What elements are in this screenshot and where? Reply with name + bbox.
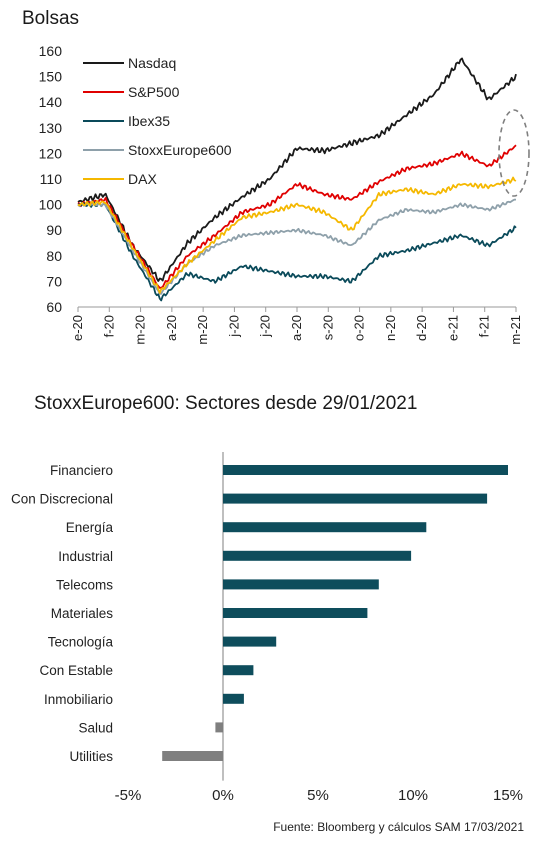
x-tick-label: 5% bbox=[307, 787, 329, 804]
bar bbox=[223, 608, 368, 618]
series-line-stoxxeurope600 bbox=[77, 198, 516, 295]
bar bbox=[223, 579, 379, 590]
category-label: Utilities bbox=[69, 749, 113, 764]
category-label: Inmobiliario bbox=[44, 692, 113, 707]
x-tick-label: m-21 bbox=[508, 315, 523, 345]
bar bbox=[223, 465, 508, 475]
x-tick-label: n-20 bbox=[383, 315, 398, 341]
x-tick-label: f-21 bbox=[477, 315, 492, 337]
x-tick-label: j-20 bbox=[258, 315, 273, 338]
y-tick-label: 100 bbox=[39, 197, 63, 213]
category-label: Materiales bbox=[51, 606, 114, 621]
category-label: Tecnología bbox=[48, 635, 114, 650]
x-tick-label: d-20 bbox=[414, 315, 429, 341]
y-tick-label: 120 bbox=[39, 145, 63, 161]
highlight-ellipse bbox=[498, 109, 530, 197]
x-tick-label: m-20 bbox=[195, 315, 210, 345]
bar bbox=[223, 693, 244, 704]
source-note: Fuente: Bloomberg y cálculos SAM 17/03/2… bbox=[273, 820, 524, 834]
y-tick-label: 110 bbox=[40, 171, 63, 187]
legend-label: Nasdaq bbox=[128, 55, 176, 71]
category-label: Energía bbox=[66, 520, 114, 535]
category-label: Con Estable bbox=[39, 663, 113, 678]
bar bbox=[223, 636, 277, 647]
bar bbox=[223, 665, 254, 676]
legend-label: S&P500 bbox=[128, 84, 180, 100]
x-tick-label: -5% bbox=[115, 787, 142, 804]
x-tick-label: o-20 bbox=[352, 315, 367, 341]
x-tick-label: s-20 bbox=[320, 315, 335, 340]
x-tick-label: f-20 bbox=[101, 315, 116, 337]
series-line-nasdaq bbox=[77, 57, 517, 282]
legend-label: StoxxEurope600 bbox=[128, 142, 232, 158]
bar bbox=[223, 493, 488, 504]
category-label: Financiero bbox=[50, 463, 113, 478]
x-tick-label: m-20 bbox=[133, 315, 148, 345]
y-tick-label: 60 bbox=[46, 299, 62, 315]
series-line-ibex35 bbox=[77, 201, 517, 302]
category-label: Salud bbox=[78, 720, 113, 735]
stock-indices-line-chart: 60 70 80 90 100 110 120 130 140 150 160 e-20 f-20 m-2… bbox=[39, 43, 530, 345]
x-tick-label: 0% bbox=[212, 787, 234, 804]
x-tick-label: 10% bbox=[398, 787, 428, 804]
line-chart-title: Bolsas bbox=[22, 8, 80, 29]
bar bbox=[223, 522, 427, 533]
sector-returns-bar-chart: Financiero Con Discrecional Energía Industr… bbox=[11, 452, 523, 804]
x-tick-label: e-20 bbox=[70, 315, 85, 341]
x-tick-label: a-20 bbox=[164, 315, 179, 341]
bar bbox=[215, 722, 223, 733]
y-tick-label: 160 bbox=[39, 43, 63, 59]
y-tick-label: 80 bbox=[46, 248, 62, 264]
legend-label: Ibex35 bbox=[128, 113, 170, 129]
series-line-dax bbox=[77, 176, 517, 294]
category-label: Telecoms bbox=[56, 577, 113, 592]
bar-chart-title: StoxxEurope600: Sectores desde 29/01/202… bbox=[34, 393, 418, 414]
x-tick-label: a-20 bbox=[289, 315, 304, 341]
bar bbox=[162, 751, 223, 761]
x-tick-label: 15% bbox=[493, 787, 523, 804]
y-tick-label: 70 bbox=[46, 273, 62, 289]
legend-label: DAX bbox=[128, 171, 157, 187]
category-label: Industrial bbox=[58, 549, 113, 564]
bar bbox=[223, 550, 412, 561]
x-tick-label: j-20 bbox=[226, 315, 241, 338]
y-tick-label: 90 bbox=[46, 222, 62, 238]
x-tick-label: e-21 bbox=[445, 315, 460, 341]
y-tick-label: 150 bbox=[39, 69, 63, 85]
y-tick-label: 130 bbox=[39, 120, 63, 136]
y-tick-label: 140 bbox=[39, 94, 63, 110]
category-label: Con Discrecional bbox=[11, 492, 113, 507]
